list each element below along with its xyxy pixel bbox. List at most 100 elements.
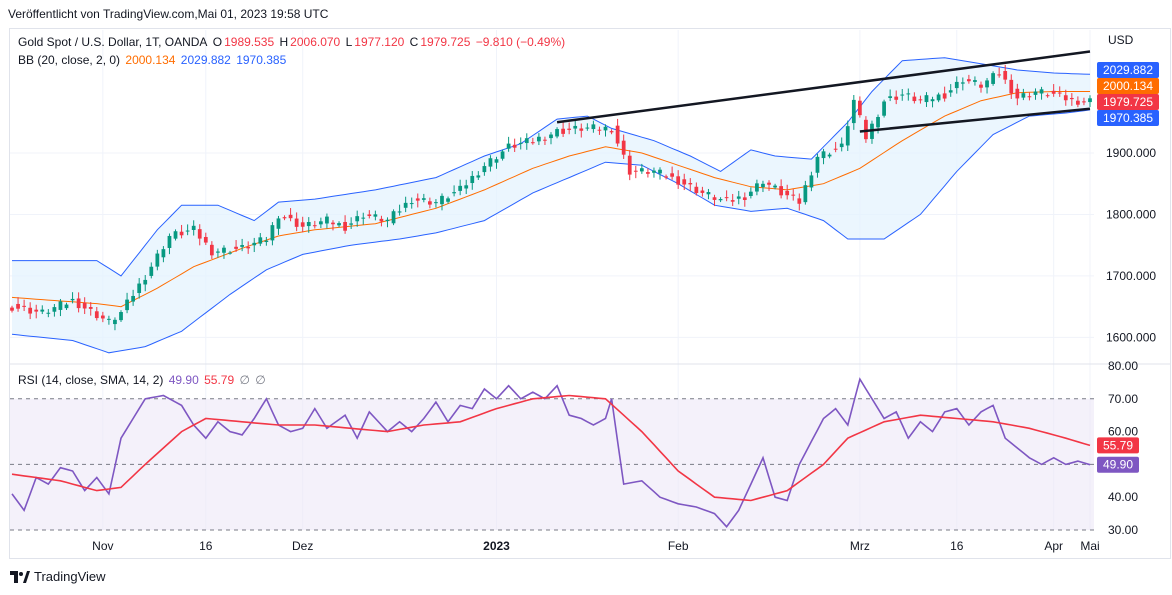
candle-body: [585, 127, 590, 129]
candle-body: [70, 298, 75, 301]
rsi-tick-label: 80.00: [1108, 359, 1138, 373]
candle-body: [300, 222, 305, 227]
candle-body: [379, 218, 384, 222]
candle-body: [252, 242, 257, 246]
candle-body: [288, 214, 293, 219]
candle-body: [452, 192, 456, 194]
candle-body: [306, 222, 311, 227]
candle-body: [682, 179, 687, 185]
candle-body: [688, 183, 693, 185]
rsi-tag: [1097, 456, 1139, 473]
candle-body: [191, 225, 196, 230]
candle-body: [797, 198, 802, 204]
candle-body: [942, 93, 947, 99]
candle-body: [567, 128, 572, 130]
candle-body: [555, 129, 559, 137]
candle-body: [1088, 98, 1092, 103]
rsi-tick-label: 30.00: [1108, 523, 1138, 537]
candle-body: [997, 74, 1002, 76]
candle-body: [1045, 95, 1050, 97]
candle-body: [270, 225, 275, 241]
candle-body: [1051, 90, 1056, 94]
candle-body: [391, 211, 396, 224]
candle-body: [470, 175, 475, 184]
candle-body: [954, 81, 959, 89]
candle-body: [724, 197, 729, 199]
rsi-na-2: ∅: [255, 373, 266, 387]
candle-body: [882, 101, 886, 116]
candle-body: [46, 312, 51, 314]
close-label: C: [409, 35, 419, 49]
candle-body: [985, 80, 989, 88]
candle-body: [119, 312, 123, 321]
candle-body: [131, 295, 136, 302]
candle-body: [973, 80, 977, 82]
candle-body: [761, 183, 765, 188]
candle-body: [397, 211, 402, 213]
candle-body: [621, 140, 626, 155]
rsi-title[interactable]: RSI (14, close, SMA, 14, 2): [18, 373, 164, 387]
candle-body: [427, 201, 432, 205]
candle-body: [107, 318, 111, 320]
bb-title[interactable]: BB (20, close, 2, 0): [18, 53, 121, 67]
candle-body: [991, 73, 995, 84]
candle-body: [149, 266, 154, 276]
candle-body: [912, 96, 917, 102]
candle-body: [361, 217, 366, 219]
bb-basis-value: 2000.134: [125, 53, 176, 67]
high-label: H: [279, 35, 289, 49]
candle-body: [173, 231, 178, 239]
main-legend: Gold Spot / U.S. Dollar, 1T, OANDA O 1989…: [18, 35, 567, 49]
candle-body: [22, 305, 26, 307]
candle-body: [1076, 100, 1080, 105]
candle-body: [573, 125, 578, 129]
tradingview-brand: TradingView: [34, 569, 106, 584]
candle-body: [185, 230, 190, 232]
candle-body: [137, 283, 142, 294]
time-tick-label: Dez: [292, 539, 313, 553]
close-value: 1979.725: [420, 35, 471, 49]
candle-body: [434, 202, 438, 204]
candle-body: [755, 183, 759, 192]
candle-body: [494, 159, 499, 163]
price-tag-label: 2029.882: [1103, 63, 1153, 77]
candle-body: [216, 251, 220, 253]
rsi-tag: [1097, 437, 1139, 454]
candle-body: [864, 119, 868, 140]
candle-body: [948, 90, 953, 93]
rsi-tag-label: 55.79: [1103, 438, 1133, 452]
candle-body: [742, 197, 747, 200]
open-label: O: [212, 35, 223, 49]
candle-body: [421, 198, 426, 200]
symbol-title[interactable]: Gold Spot / U.S. Dollar, 1T, OANDA: [18, 35, 208, 49]
candle-body: [409, 203, 414, 205]
candle-body: [857, 100, 862, 116]
candle-body: [331, 222, 335, 225]
candle-body: [276, 218, 281, 229]
candle-body: [876, 116, 880, 128]
candle-body: [543, 139, 547, 141]
price-tick-label: 1800.000: [1106, 207, 1156, 221]
candle-body: [88, 307, 93, 309]
candle-body: [1033, 91, 1038, 95]
candle-body: [10, 307, 14, 311]
candle-body: [609, 131, 614, 133]
candle-body: [936, 94, 941, 101]
low-label: L: [345, 35, 353, 49]
candle-body: [500, 151, 505, 159]
time-tick-label: 2023: [483, 539, 510, 553]
candle-body: [1069, 97, 1074, 100]
candle-body: [246, 246, 251, 249]
candle-body: [664, 176, 668, 178]
footer-brand[interactable]: TradingView: [10, 569, 106, 584]
candle-body: [240, 245, 245, 247]
candle-body: [821, 151, 826, 159]
open-value: 1989.535: [224, 35, 275, 49]
candle-body: [918, 99, 923, 101]
candle-body: [597, 129, 602, 131]
candle-body: [676, 176, 681, 185]
rsi-value: 49.90: [168, 373, 199, 387]
time-tick-label: Mrz: [850, 539, 870, 553]
candle-body: [367, 214, 372, 216]
